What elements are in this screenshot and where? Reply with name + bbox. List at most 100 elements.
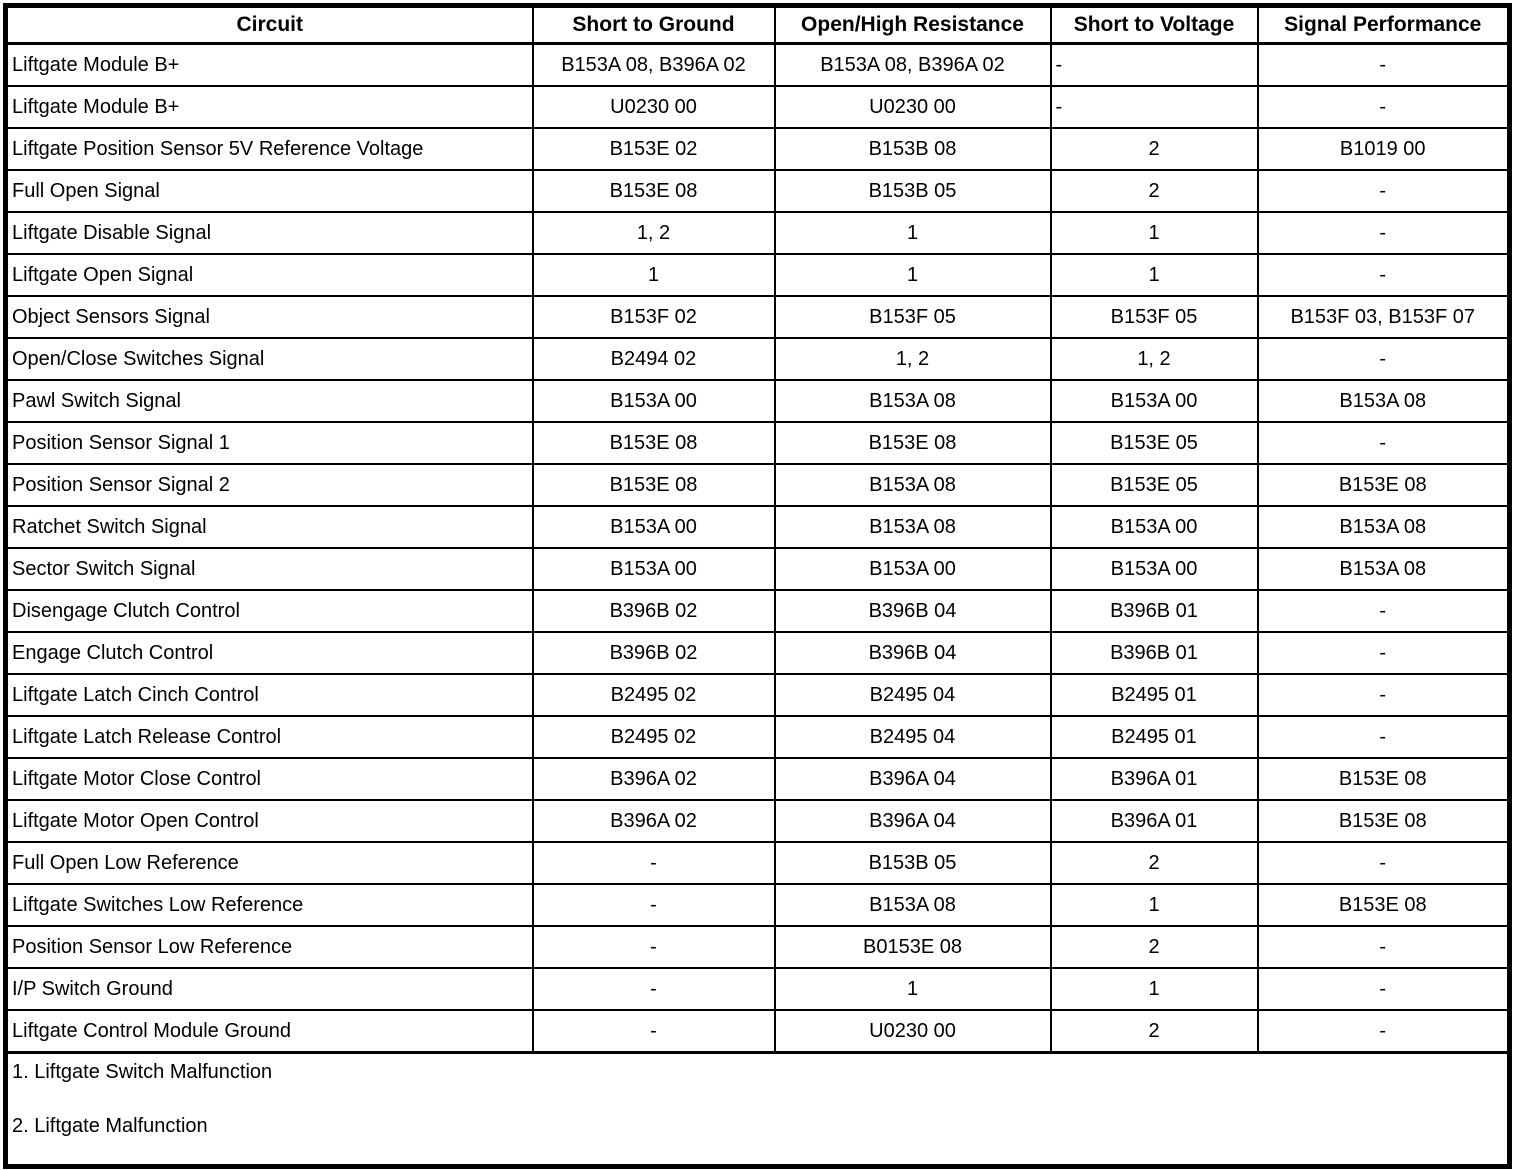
dtc-circuit-table: Circuit Short to Ground Open/High Resistan… [3,3,1512,1169]
table-cell: B396A 04 [773,799,1052,843]
column-header-short-to-ground: Short to Ground [531,4,776,45]
table-cell: 1 [773,211,1052,255]
table-cell: U0230 00 [531,85,776,129]
table-cell: B153A 08 [773,883,1052,927]
table-cell: B396A 01 [1049,757,1259,801]
table-row: Sector Switch Signal B153A 00 B153A 00 B153… [4,547,1511,591]
table-cell: - [531,1009,776,1054]
circuit-cell: Liftgate Disable Signal [4,211,534,255]
table-row: Object Sensors Signal B153F 02 B153F 05 B15… [4,295,1511,339]
table-row: Liftgate Module B+ U0230 00 U0230 00- - [4,85,1511,129]
table-cell: - [1049,85,1259,129]
table-cell: B153A 08, B396A 02 [531,42,776,87]
circuit-cell: Ratchet Switch Signal [4,505,534,549]
table-cell: 1, 2 [1049,337,1259,381]
circuit-cell: Liftgate Switches Low Reference [4,883,534,927]
table-cell: 1 [773,253,1052,297]
table-cell: B2495 02 [531,715,776,759]
table-cell: - [1256,631,1511,675]
table-cell: - [1049,42,1259,87]
table-cell: B153E 08 [1256,799,1511,843]
table-cell: B153E 08 [531,421,776,465]
table-cell: - [1256,253,1511,297]
circuit-cell: Position Sensor Signal 2 [4,463,534,507]
table-cell: B153B 05 [773,841,1052,885]
table-cell: - [1256,85,1511,129]
circuit-cell: Pawl Switch Signal [4,379,534,423]
circuit-cell: Liftgate Motor Open Control [4,799,534,843]
footnote-1: 1. Liftgate Switch Malfunction [12,1061,273,1083]
circuit-cell: Sector Switch Signal [4,547,534,591]
table-cell: B153A 08 [773,463,1052,507]
table-cell: B153F 03, B153F 07 [1256,295,1511,339]
table-cell: B153E 08 [531,463,776,507]
table-cell: - [531,925,776,969]
circuit-cell: Full Open Signal [4,169,534,213]
table-cell: B396A 02 [531,757,776,801]
table-cell: B2495 04 [773,715,1052,759]
table-cell: - [1256,967,1511,1011]
table-cell: U0230 00 [773,85,1052,129]
circuit-cell: Liftgate Module B+ [4,42,534,87]
circuit-cell: Liftgate Latch Cinch Control [4,673,534,717]
table-row: Disengage Clutch Control B396B 02 B396B 04… [4,589,1511,633]
table-cell: B153A 00 [773,547,1052,591]
table-row: Position Sensor Signal 2 B153E 08 B153A 08… [4,463,1511,507]
table-cell: 1 [1049,253,1259,297]
table-cell: B153B 05 [773,169,1052,213]
circuit-cell: Position Sensor Signal 1 [4,421,534,465]
circuit-cell: Liftgate Position Sensor 5V Reference Vo… [4,127,534,171]
table-cell: B153A 08 [1256,379,1511,423]
table-cell: B2494 02 [531,337,776,381]
table-cell: 1 [1049,967,1259,1011]
table-cell: B396B 04 [773,589,1052,633]
column-header-signal-performance: Signal Performance [1256,4,1511,45]
table-cell: - [531,883,776,927]
table-row: Full Open Signal B153E 08 B153B 05 2- [4,169,1511,213]
table-cell: B153A 08, B396A 02 [773,42,1052,87]
circuit-cell: Full Open Low Reference [4,841,534,885]
table-cell: B153E 08 [1256,463,1511,507]
table-cell: - [1256,673,1511,717]
table-row: Liftgate Open Signal 1 1 1- [4,253,1511,297]
table-cell: 2 [1049,925,1259,969]
table-cell: - [1256,925,1511,969]
header-row: Circuit Short to Ground Open/High Resistan… [4,4,1511,45]
table-cell: B396B 01 [1049,589,1259,633]
table-row: Liftgate Position Sensor 5V Reference Vo… [4,127,1511,171]
table-cell: - [1256,841,1511,885]
table-cell: B2495 01 [1049,715,1259,759]
table-cell: - [1256,169,1511,213]
table-cell: B153E 08 [1256,883,1511,927]
table-cell: B153E 08 [531,169,776,213]
table-row: Position Sensor Signal 1 B153E 08 B153E 08… [4,421,1511,465]
table-row: Open/Close Switches Signal B2494 02 1, 2 1,… [4,337,1511,381]
table-cell: B153A 00 [1049,547,1259,591]
table-cell: B153E 08 [1256,757,1511,801]
footnote-2: 2. Liftgate Malfunction [12,1115,208,1137]
table-cell: U0230 00 [773,1009,1052,1054]
table-body: Liftgate Module B+ B153A 08, B396A 02 B153… [4,42,1511,1054]
table-cell: - [1256,421,1511,465]
table-cell: 1 [531,253,776,297]
table-row: Liftgate Latch Cinch Control B2495 02 B249… [4,673,1511,717]
column-header-open-high-resistance: Open/High Resistance [773,4,1052,45]
circuit-cell: Liftgate Motor Close Control [4,757,534,801]
table-row: Position Sensor Low Reference - B0153E 08 2… [4,925,1511,969]
table-cell: B396B 01 [1049,631,1259,675]
table-row: Pawl Switch Signal B153A 00 B153A 08 B153A … [4,379,1511,423]
column-header-circuit: Circuit [4,4,534,45]
table-cell: 2 [1049,127,1259,171]
table-cell: - [1256,1009,1511,1054]
table-cell: 1 [1049,883,1259,927]
table-cell: 1 [773,967,1052,1011]
table-cell: B153A 08 [773,505,1052,549]
table-cell: B153E 02 [531,127,776,171]
circuit-cell: Liftgate Latch Release Control [4,715,534,759]
table-cell: B153F 05 [1049,295,1259,339]
table-row: Liftgate Module B+ B153A 08, B396A 02 B153… [4,42,1511,87]
table-row: Liftgate Motor Open Control B396A 02 B396A… [4,799,1511,843]
table-cell: B153B 08 [773,127,1052,171]
